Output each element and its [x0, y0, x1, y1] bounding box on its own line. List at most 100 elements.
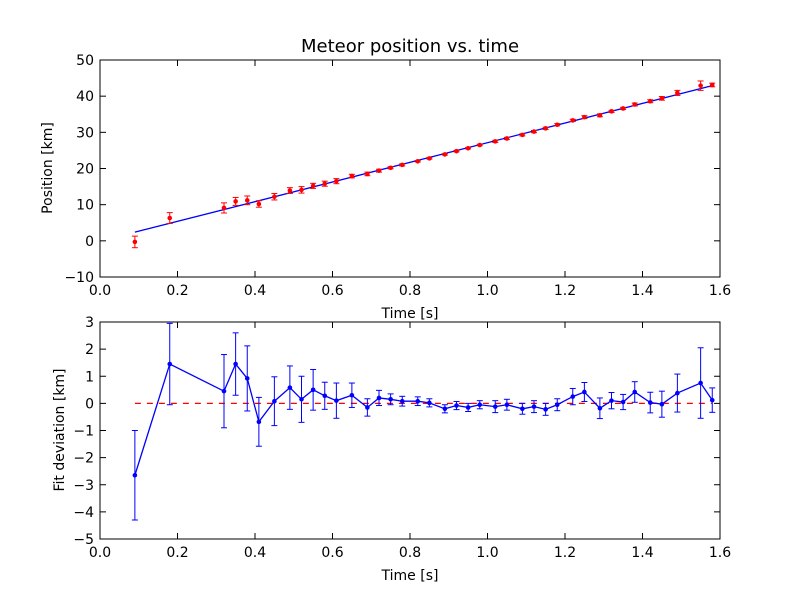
chart-title: Meteor position vs. time — [301, 36, 519, 57]
deviation-point — [709, 397, 715, 403]
top-chart-marks — [131, 80, 716, 249]
deviation-point — [415, 398, 421, 404]
top-x-tick-label: 1.6 — [709, 283, 731, 299]
deviation-point — [287, 385, 293, 390]
position-point — [632, 102, 638, 107]
top-x-tick-label: 0.6 — [321, 283, 343, 299]
position-point — [310, 183, 316, 189]
position-point — [388, 165, 393, 171]
position-point — [709, 82, 715, 88]
bottom-chart: 0.0 0.2 0.4 0.6 0.8 1.0 1.2 1.4 1.6 −5 −4 −3 −2 −1 0 1 2… — [52, 315, 731, 584]
position-point — [698, 83, 703, 88]
deviation-point — [310, 387, 316, 393]
bottom-chart-ticks: 0.0 0.2 0.4 0.6 0.8 1.0 1.2 1.4 1.6 −5 −4 −3 −2 −1 0 1 2… — [73, 315, 731, 561]
position-point — [504, 136, 510, 141]
deviation-point — [299, 397, 304, 402]
position-point — [531, 129, 537, 134]
top-x-tick-label: 0.2 — [166, 283, 188, 299]
bottom-x-tick-label: 1.2 — [554, 545, 576, 561]
deviation-point — [504, 402, 510, 408]
deviation-point — [442, 406, 448, 412]
top-x-tick-label: 0.4 — [244, 283, 266, 299]
position-point — [287, 188, 293, 193]
top-chart: 0.0 0.2 0.4 0.6 0.8 1.0 1.2 1.4 1.6 −10 0 10 20 30 40 5… — [40, 53, 731, 322]
top-y-axis-label: Position [km] — [40, 122, 56, 214]
bottom-chart-frame — [99, 321, 721, 540]
deviation-point — [477, 402, 483, 408]
bottom-y-tick-label: −1 — [73, 424, 94, 440]
top-chart-ticks: 0.0 0.2 0.4 0.6 0.8 1.0 1.2 1.4 1.6 −10 0 10 20 30 40 5… — [64, 53, 731, 299]
position-point — [244, 198, 250, 203]
fit-line — [134, 85, 713, 233]
position-point — [609, 109, 614, 114]
position-point — [167, 215, 173, 221]
bottom-x-tick-label: 0.0 — [89, 545, 111, 561]
top-y-tick-label: 0 — [85, 234, 94, 250]
deviation-point — [272, 398, 277, 404]
bottom-y-tick-label: −3 — [73, 478, 94, 494]
bottom-x-tick-label: 1.0 — [476, 545, 498, 561]
bottom-y-tick-label: 2 — [85, 342, 94, 358]
bottom-x-tick-label: 0.2 — [166, 545, 188, 561]
deviation-point — [349, 392, 355, 398]
deviation-point — [597, 405, 603, 411]
deviation-point — [675, 390, 680, 396]
deviation-point — [221, 388, 227, 394]
top-x-tick-label: 0.8 — [399, 283, 421, 299]
position-point — [427, 156, 432, 161]
top-y-tick-label: 30 — [76, 125, 94, 141]
position-point — [365, 171, 370, 177]
bottom-x-axis-label: Time [s] — [381, 568, 439, 584]
position-point — [272, 194, 277, 200]
bottom-y-tick-label: −5 — [73, 532, 94, 548]
deviation-point — [620, 399, 626, 405]
position-point — [543, 126, 548, 131]
deviation-point — [365, 405, 370, 410]
deviation-point — [582, 389, 587, 395]
position-point — [492, 139, 498, 144]
position-point — [399, 162, 405, 168]
deviation-point — [554, 402, 560, 408]
top-x-tick-label: 1.2 — [554, 283, 576, 299]
top-y-tick-label: 40 — [76, 89, 94, 105]
position-point — [570, 118, 576, 123]
deviation-point — [492, 404, 498, 409]
top-chart-frame — [99, 59, 721, 278]
top-x-tick-label: 0.0 — [89, 283, 111, 299]
deviation-point — [659, 401, 665, 407]
position-point — [132, 239, 138, 245]
bottom-y-axis-label: Fit deviation [km] — [52, 368, 68, 491]
bottom-chart-marks — [131, 322, 716, 521]
deviation-point — [233, 361, 238, 367]
top-x-axis-label: Time [s] — [381, 306, 439, 322]
position-point — [442, 152, 448, 157]
bottom-y-tick-label: 0 — [85, 396, 94, 412]
deviation-point — [531, 404, 537, 409]
deviation-line — [134, 362, 713, 476]
deviation-point — [132, 472, 138, 478]
position-point — [299, 187, 304, 193]
position-point — [597, 113, 603, 118]
position-point — [675, 90, 680, 96]
position-point — [454, 148, 459, 154]
bottom-y-tick-label: −2 — [73, 451, 94, 467]
deviation-point — [388, 397, 393, 402]
position-point — [376, 168, 382, 173]
deviation-point — [520, 406, 525, 412]
deviation-point — [376, 395, 382, 401]
top-y-tick-label: −10 — [64, 270, 94, 286]
position-point — [465, 145, 471, 151]
position-point — [256, 201, 262, 207]
deviation-point — [427, 400, 432, 406]
top-x-tick-label: 1.0 — [476, 283, 498, 299]
position-point — [659, 96, 665, 101]
position-point — [233, 199, 238, 204]
bottom-x-tick-label: 0.6 — [321, 545, 343, 561]
deviation-point — [465, 405, 471, 410]
position-point — [520, 132, 525, 138]
position-point — [221, 205, 227, 211]
deviation-point — [543, 407, 548, 412]
bottom-x-tick-label: 0.4 — [244, 545, 266, 561]
position-point — [349, 173, 355, 179]
deviation-point — [647, 400, 653, 405]
